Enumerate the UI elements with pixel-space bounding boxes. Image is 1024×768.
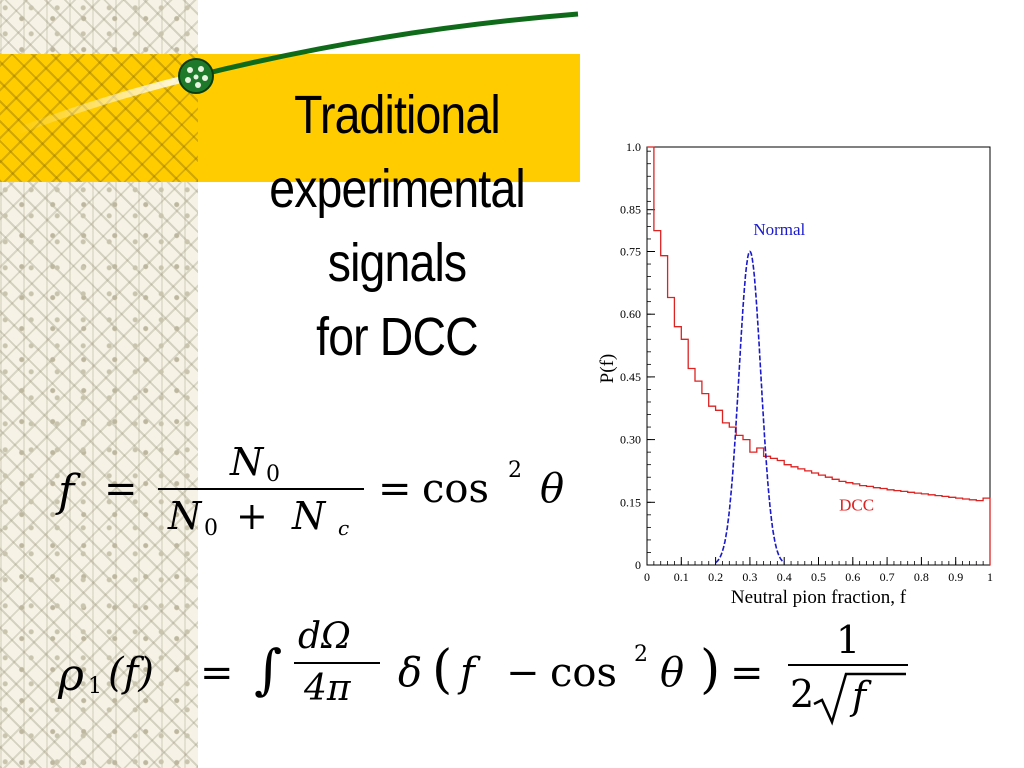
eq1-lhs: f bbox=[58, 466, 75, 517]
node-icon bbox=[178, 58, 214, 94]
y-tick-label: 0.75 bbox=[620, 245, 641, 259]
eq2-cos: cos bbox=[550, 650, 618, 696]
eq1-denominator-b-sub: c bbox=[338, 516, 350, 540]
eq2-result-fraction-bar bbox=[788, 664, 908, 666]
y-tick-label: 0 bbox=[635, 558, 641, 572]
eq1-power: 2 bbox=[508, 458, 522, 483]
title-band bbox=[0, 54, 580, 182]
eq2-delta: δ bbox=[398, 650, 423, 696]
eq2-power: 2 bbox=[634, 642, 648, 667]
eq2-integral: ∫ bbox=[254, 638, 283, 701]
x-tick-label: 0.7 bbox=[880, 570, 895, 584]
eq1-plus: + bbox=[236, 494, 268, 538]
eq1-denominator-b: N bbox=[292, 494, 326, 538]
series-label-normal: Normal bbox=[753, 220, 805, 239]
y-tick-label: 0.45 bbox=[620, 370, 641, 384]
title-line-4: for DCC bbox=[316, 307, 479, 367]
x-axis-label: Neutral pion fraction, f bbox=[731, 587, 907, 608]
x-tick-label: 1 bbox=[987, 570, 993, 584]
eq1-equals-1: = bbox=[104, 466, 138, 512]
eq1-denominator-a: N bbox=[168, 494, 202, 538]
y-tick-label: 0.15 bbox=[620, 495, 641, 509]
title-line-3: signals bbox=[327, 233, 467, 293]
eq1-equals-2: = bbox=[378, 466, 412, 512]
series-label-dcc: DCC bbox=[839, 496, 874, 515]
eq2-fraction-bar bbox=[294, 662, 380, 664]
eq2-rho: ρ bbox=[58, 650, 84, 701]
series-normal-line bbox=[715, 250, 785, 564]
y-tick-label: 0.60 bbox=[620, 307, 641, 321]
slide-title: Traditional experimental signals for DCC bbox=[255, 78, 539, 374]
eq2-frac-den: 4π bbox=[304, 668, 351, 709]
y-axis-label: P(f) bbox=[597, 354, 618, 384]
eq1-denominator-a-sub: 0 bbox=[204, 516, 218, 541]
x-tick-label: 0.6 bbox=[845, 570, 860, 584]
eq2-equals-2: = bbox=[730, 650, 764, 696]
eq2-open-paren: ( bbox=[432, 640, 453, 700]
x-tick-label: 0.1 bbox=[674, 570, 689, 584]
title-line-1: Traditional bbox=[294, 85, 501, 145]
eq2-close-paren: ) bbox=[700, 640, 721, 700]
eq1-numerator: N bbox=[230, 440, 264, 484]
x-tick-label: 0.2 bbox=[708, 570, 723, 584]
eq2-delta-var: f bbox=[460, 650, 475, 696]
y-tick-label: 1.0 bbox=[626, 140, 641, 154]
eq2-result-num: 1 bbox=[836, 618, 861, 662]
eq2-rho-sub: 1 bbox=[88, 674, 102, 699]
x-tick-label: 0.4 bbox=[777, 570, 792, 584]
sqrt-icon bbox=[813, 672, 906, 726]
eq2-equals-1: = bbox=[200, 650, 234, 696]
eq1-theta: θ bbox=[540, 466, 565, 512]
chart-svg: 00.150.300.450.600.750.851.0 0 0.1 0.2 0.3 0… bbox=[597, 140, 993, 608]
x-tick-label: 0.8 bbox=[914, 570, 929, 584]
eq1-cos: cos bbox=[422, 466, 490, 512]
eq2-result-var: f bbox=[852, 674, 867, 718]
title-line-2: experimental bbox=[269, 159, 525, 219]
eq1-numerator-sub: 0 bbox=[266, 462, 280, 487]
x-tick-label: 0 bbox=[644, 570, 650, 584]
eq2-frac-num: dΩ bbox=[298, 616, 351, 657]
eq2-result-coeff: 2 bbox=[790, 672, 815, 716]
band-pattern bbox=[0, 54, 198, 182]
light-streak bbox=[11, 72, 200, 136]
arc-decoration bbox=[11, 11, 579, 136]
eq2-minus: − bbox=[506, 650, 540, 696]
chart-annotations: Normal DCC bbox=[753, 220, 874, 515]
x-tick-label: 0.9 bbox=[948, 570, 963, 584]
x-tick-label: 0.5 bbox=[811, 570, 826, 584]
eq1-fraction-bar bbox=[158, 488, 364, 490]
series-dcc-line bbox=[647, 146, 991, 565]
x-axis-ticks: 0 0.1 0.2 0.3 0.4 0.5 0.6 0.7 0.8 0.9 1 bbox=[644, 557, 993, 584]
plot-frame bbox=[646, 146, 991, 566]
y-tick-label: 0.85 bbox=[620, 203, 641, 217]
x-tick-label: 0.3 bbox=[742, 570, 757, 584]
eq2-lhs-arg: (f) bbox=[108, 650, 155, 696]
y-axis-ticks: 0 0.15 0.30 0.45 0.60 0.75 0.85 1.0 bbox=[620, 140, 655, 572]
eq2-theta: θ bbox=[660, 650, 685, 696]
pion-fraction-chart: 0 0.15 0.30 0.45 0.60 0.75 0.85 1.0 0 0.1 0.2 0.3 0… bbox=[590, 130, 1000, 620]
green-arc bbox=[195, 11, 579, 79]
y-tick-label: 0.30 bbox=[620, 433, 641, 447]
